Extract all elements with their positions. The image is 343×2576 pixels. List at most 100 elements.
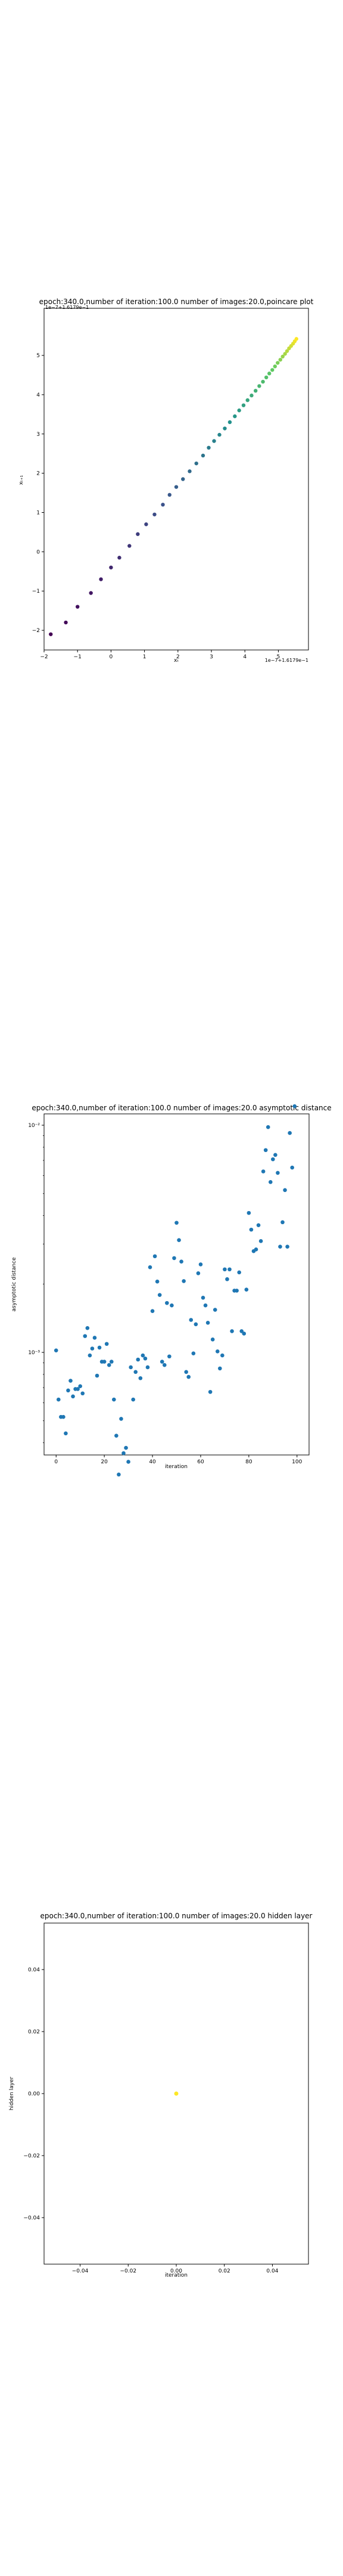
y-tick-label: −1 <box>32 589 40 595</box>
data-point <box>288 1131 292 1135</box>
data-point <box>278 1244 282 1249</box>
data-point <box>76 605 80 609</box>
x-offset-text: 1e−7+1.6179e−1 <box>265 658 308 663</box>
data-point <box>119 1417 123 1421</box>
data-point <box>90 1346 95 1351</box>
y-axis-label: hidden layer <box>9 2077 15 2111</box>
data-point <box>191 1351 196 1355</box>
data-point <box>223 426 227 431</box>
data-point <box>83 1334 88 1338</box>
data-point <box>136 532 140 536</box>
data-point <box>194 1322 198 1327</box>
x-tick-label: 5 <box>277 654 280 660</box>
data-point <box>174 2091 179 2096</box>
x-tick-label: 2 <box>176 654 180 660</box>
data-point <box>254 389 258 393</box>
data-point <box>49 632 53 636</box>
data-point <box>71 1394 75 1399</box>
data-point <box>161 503 165 507</box>
data-point <box>278 358 282 362</box>
data-point <box>165 1301 169 1305</box>
data-point <box>157 1293 162 1297</box>
data-point <box>205 1321 210 1325</box>
y-offset-text: 1e−7+1.6179e−1 <box>45 305 89 310</box>
x-tick-label: 0 <box>54 1459 58 1465</box>
data-point <box>92 1336 97 1340</box>
plot-area-frame <box>43 1113 310 1456</box>
data-point <box>78 1384 82 1388</box>
data-point <box>208 1389 213 1394</box>
chart-title: epoch:340.0,number of iteration:100.0 nu… <box>39 298 314 306</box>
x-axis-label: xₜ <box>174 658 179 664</box>
data-point <box>290 1165 294 1170</box>
chart-poincare: epoch:340.0,number of iteration:100.0 nu… <box>18 298 314 664</box>
data-point <box>230 1329 234 1333</box>
data-point <box>181 477 185 481</box>
data-points <box>174 2091 179 2096</box>
data-point <box>267 371 272 376</box>
data-point <box>249 1227 254 1232</box>
x-axis-label: iteration <box>165 1464 188 1470</box>
y-axis-ticks: −2 −1 0 1 2 3 4 5 <box>32 353 44 634</box>
data-point <box>89 591 93 595</box>
data-point <box>184 1370 188 1374</box>
data-point <box>257 384 261 388</box>
chart-title: epoch:340.0,number of iteration:100.0 nu… <box>32 1104 331 1112</box>
x-tick-label: 20 <box>101 1459 108 1465</box>
data-point <box>276 1171 280 1175</box>
x-tick-label: −1 <box>74 654 82 660</box>
x-axis-ticks: −2 −1 0 1 2 3 4 5 <box>40 650 280 660</box>
data-point <box>273 364 277 369</box>
data-point <box>241 403 246 407</box>
data-point <box>237 408 241 413</box>
y-tick-label: 5 <box>36 353 40 359</box>
x-tick-label: −2 <box>40 654 48 660</box>
x-tick-label: 3 <box>210 654 213 660</box>
data-point <box>212 439 216 443</box>
data-point <box>294 337 298 341</box>
data-point <box>95 1373 99 1378</box>
y-tick-label: −2 <box>32 628 40 634</box>
data-point <box>145 1365 150 1370</box>
data-point <box>247 1210 251 1215</box>
data-point <box>201 1296 205 1300</box>
data-point <box>258 1239 263 1243</box>
data-point <box>109 1360 114 1364</box>
y-tick-label: 1 <box>36 510 40 516</box>
data-point <box>182 1279 186 1283</box>
data-point <box>80 1391 85 1396</box>
data-point <box>242 1332 247 1336</box>
y-tick-label: 10⁻² <box>28 1123 40 1129</box>
data-point <box>280 1220 285 1225</box>
data-point <box>196 1271 201 1275</box>
data-point <box>271 1157 275 1162</box>
chart-asymptotic-distance: epoch:340.0,number of iteration:100.0 nu… <box>11 1104 332 1477</box>
data-points <box>54 1104 297 1477</box>
data-point <box>179 1259 183 1264</box>
x-tick-label: 4 <box>243 654 247 660</box>
data-point <box>201 453 205 458</box>
data-point <box>167 1354 172 1359</box>
data-point <box>133 1370 138 1374</box>
data-point <box>64 1431 68 1436</box>
data-point <box>148 1265 152 1270</box>
data-point <box>76 1387 80 1391</box>
data-point <box>261 1169 266 1174</box>
data-point <box>99 577 103 581</box>
data-point <box>155 1279 160 1284</box>
y-tick-label: 0.00 <box>28 2091 40 2097</box>
data-points <box>49 337 298 636</box>
data-point <box>261 379 265 384</box>
y-axis-label: asymptotic distance <box>11 1257 17 1311</box>
data-point <box>112 1397 116 1402</box>
data-point <box>85 1326 90 1330</box>
y-tick-label: 10⁻³ <box>28 1350 40 1356</box>
y-tick-label: 4 <box>36 392 40 398</box>
data-point <box>188 469 192 473</box>
x-tick-label: 1 <box>143 654 146 660</box>
data-point <box>136 1357 141 1362</box>
x-tick-label: −0.04 <box>72 2268 89 2274</box>
data-point <box>285 349 289 353</box>
data-point <box>203 1303 208 1308</box>
